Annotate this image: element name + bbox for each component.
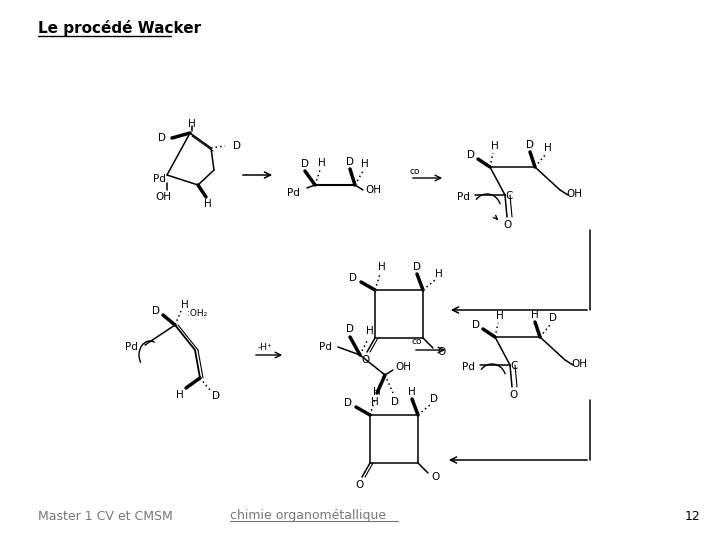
Text: H: H (188, 119, 196, 129)
Text: Pd: Pd (456, 192, 469, 202)
Text: D: D (349, 273, 357, 283)
Text: D: D (391, 397, 399, 407)
Text: D: D (413, 262, 421, 272)
Text: D: D (301, 159, 309, 169)
Text: C: C (505, 191, 513, 201)
Text: O: O (509, 390, 517, 400)
Text: C: C (510, 361, 518, 371)
Text: H: H (544, 143, 552, 153)
Text: H: H (361, 159, 369, 169)
Text: D: D (472, 320, 480, 330)
Text: D: D (430, 394, 438, 404)
Text: H: H (204, 199, 212, 209)
Text: H: H (366, 326, 374, 336)
Text: O: O (361, 355, 369, 365)
Text: D: D (346, 324, 354, 334)
Text: H: H (371, 397, 379, 407)
Text: OH: OH (365, 185, 381, 195)
Text: -H⁺: -H⁺ (258, 343, 272, 353)
Text: Pd: Pd (153, 174, 166, 184)
Text: Pd: Pd (125, 342, 138, 352)
Text: OH: OH (395, 362, 411, 372)
Text: :OH₂: :OH₂ (187, 308, 207, 318)
Text: co: co (412, 336, 422, 346)
Text: O: O (432, 472, 440, 482)
Text: OH: OH (571, 359, 587, 369)
Text: D: D (344, 398, 352, 408)
Text: 12: 12 (684, 510, 700, 523)
Text: H: H (373, 387, 381, 397)
Text: D: D (158, 133, 166, 143)
Text: H: H (176, 390, 184, 400)
Text: H: H (181, 300, 189, 310)
Text: H: H (435, 269, 443, 279)
Text: Pd: Pd (318, 342, 331, 352)
Text: D: D (467, 150, 475, 160)
Text: D: D (549, 313, 557, 323)
Text: H: H (318, 158, 326, 168)
Text: D: D (233, 141, 241, 151)
Text: O: O (504, 220, 512, 230)
Text: O: O (437, 347, 445, 357)
Text: H: H (378, 262, 386, 272)
Text: co: co (410, 166, 420, 176)
Text: H: H (496, 311, 504, 321)
Text: H: H (491, 141, 499, 151)
Text: D: D (346, 157, 354, 167)
Text: Pd: Pd (462, 362, 474, 372)
Text: H: H (531, 310, 539, 320)
Text: Master 1 CV et CMSM: Master 1 CV et CMSM (38, 510, 173, 523)
Text: D: D (212, 391, 220, 401)
Text: chimie organométallique: chimie organométallique (230, 510, 386, 523)
Text: OH: OH (566, 189, 582, 199)
Text: Pd: Pd (287, 188, 300, 198)
Text: O: O (356, 480, 364, 490)
Text: D: D (526, 140, 534, 150)
Text: Le procédé Wacker: Le procédé Wacker (38, 20, 201, 36)
Text: D: D (152, 306, 160, 316)
Text: OH: OH (155, 192, 171, 202)
Text: H: H (408, 387, 416, 397)
